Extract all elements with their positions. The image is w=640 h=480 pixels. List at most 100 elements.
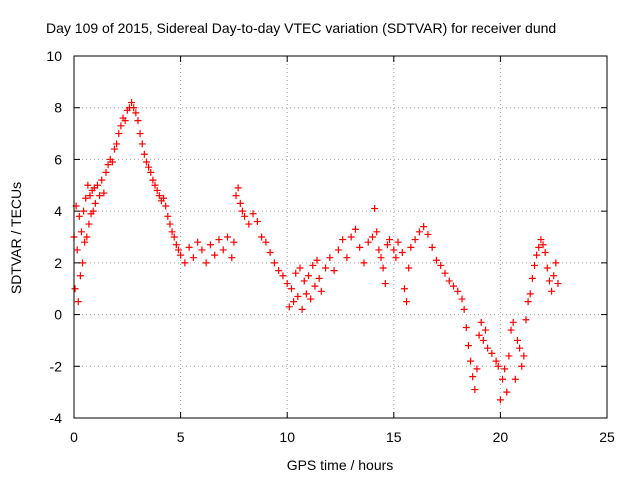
data-point: [537, 236, 545, 244]
data-point: [275, 267, 283, 275]
data-point: [311, 282, 319, 290]
data-point: [238, 207, 246, 215]
data-point: [294, 292, 302, 300]
data-point: [484, 344, 492, 352]
data-point: [96, 192, 104, 200]
data-point: [147, 168, 155, 176]
data-point: [189, 254, 197, 262]
data-point: [479, 336, 487, 344]
data-point: [424, 230, 432, 238]
y-axis-label: SDTVAR / TECUs: [8, 181, 24, 295]
data-point: [215, 236, 223, 244]
data-point: [403, 298, 411, 306]
data-point: [462, 324, 470, 331]
data-point: [153, 186, 161, 194]
data-point: [488, 349, 496, 357]
data-point: [151, 181, 159, 189]
data-point: [198, 246, 206, 254]
data-point: [518, 362, 526, 370]
data-point: [115, 130, 123, 138]
data-point: [76, 272, 84, 280]
data-point: [511, 375, 519, 383]
data-point: [383, 241, 391, 249]
data-point: [253, 217, 261, 225]
data-point: [513, 336, 521, 344]
data-point: [503, 388, 511, 396]
data-point: [219, 246, 227, 254]
data-point: [174, 246, 182, 254]
data-point: [104, 161, 112, 169]
data-point: [533, 251, 541, 259]
data-point: [266, 249, 274, 257]
data-point: [471, 386, 479, 394]
data-point: [142, 158, 150, 166]
data-point: [492, 357, 500, 365]
data-point: [98, 176, 106, 184]
data-point: [548, 287, 556, 295]
data-point: [405, 264, 413, 272]
data-point: [234, 184, 242, 192]
data-point: [315, 274, 323, 282]
data-point: [117, 122, 125, 130]
data-point: [375, 246, 383, 254]
data-point: [543, 264, 551, 272]
data-point: [102, 168, 110, 176]
data-point: [121, 117, 129, 125]
data-point: [458, 295, 466, 303]
data-point: [477, 318, 485, 326]
data-point: [441, 269, 449, 277]
data-point: [168, 228, 176, 236]
x-tick-label: 15: [386, 429, 402, 445]
x-axis-label: GPS time / hours: [286, 457, 394, 473]
data-point: [307, 295, 315, 303]
data-point: [550, 272, 558, 280]
x-tick-label: 5: [177, 429, 185, 445]
data-point: [305, 272, 313, 280]
data-point: [91, 199, 99, 207]
data-point: [162, 202, 170, 210]
data-point: [296, 264, 304, 272]
data-point: [545, 277, 553, 285]
data-point: [270, 259, 278, 267]
data-point: [373, 228, 381, 236]
data-point: [138, 140, 146, 148]
data-point: [445, 277, 453, 285]
data-point: [454, 287, 462, 295]
data-point: [535, 243, 543, 251]
data-point: [360, 259, 368, 267]
data-point: [136, 130, 144, 138]
data-point: [84, 181, 92, 189]
data-point: [100, 189, 108, 197]
data-point: [428, 243, 436, 251]
data-point: [392, 254, 400, 262]
data-point: [71, 285, 79, 293]
x-tick-label: 0: [70, 429, 78, 445]
data-point: [228, 254, 236, 262]
y-tick-label: 8: [54, 100, 62, 116]
data-point: [80, 207, 88, 215]
data-point: [460, 305, 468, 313]
chart-title: Day 109 of 2015, Sidereal Day-to-day VTE…: [46, 20, 557, 36]
data-point: [85, 220, 93, 228]
data-point: [541, 249, 549, 257]
data-point: [501, 365, 509, 373]
data-point: [177, 251, 185, 259]
data-point: [245, 220, 253, 228]
data-point: [420, 223, 428, 231]
data-point: [407, 243, 415, 251]
data-point: [464, 342, 472, 350]
data-point: [185, 243, 193, 251]
y-tick-label: 0: [54, 307, 62, 323]
data-point: [145, 163, 153, 171]
y-tick-label: 10: [46, 48, 62, 64]
data-point: [309, 261, 317, 269]
data-point: [364, 238, 372, 246]
data-point: [516, 344, 524, 352]
data-point: [343, 254, 351, 262]
data-point: [155, 192, 163, 200]
data-point: [326, 254, 334, 262]
data-point: [140, 150, 148, 158]
data-point: [230, 238, 238, 246]
data-point: [411, 236, 419, 244]
